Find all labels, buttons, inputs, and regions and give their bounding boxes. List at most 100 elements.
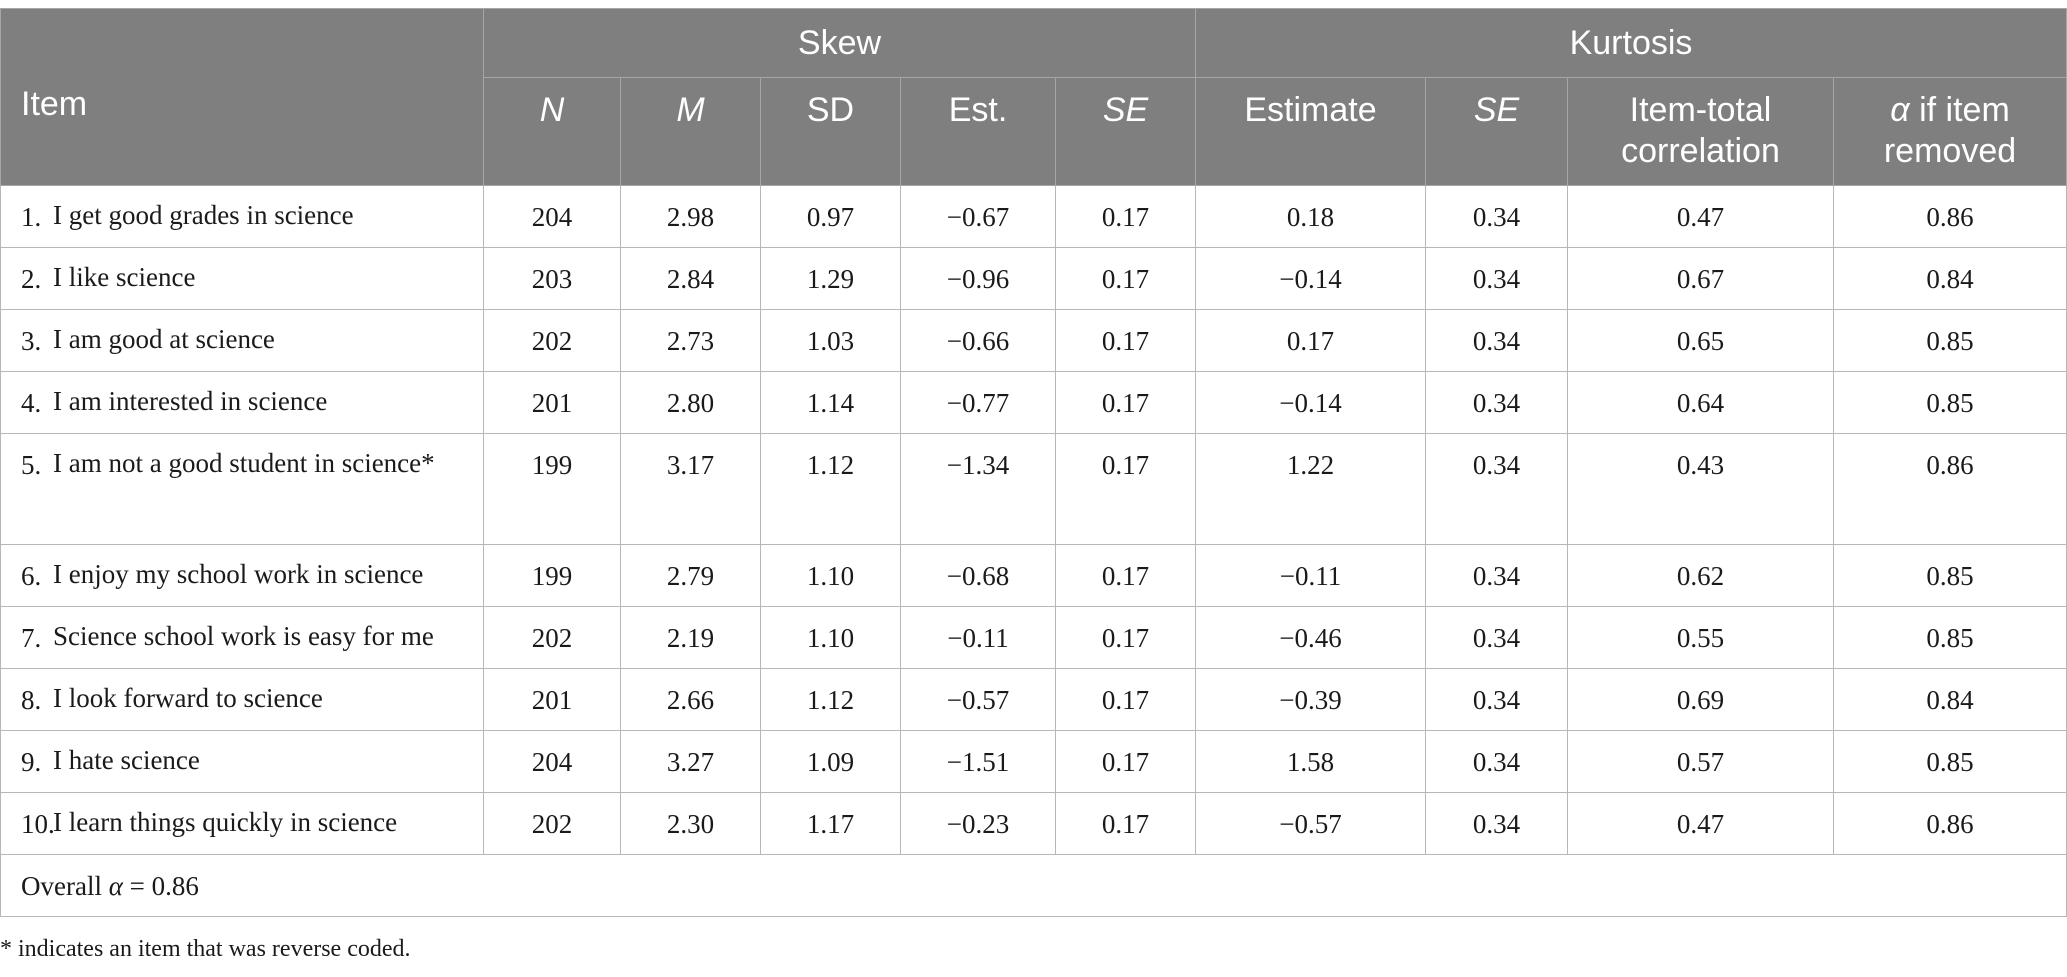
cell-sd: 1.12 (760, 668, 901, 731)
cell-estimate: −0.14 (1195, 371, 1426, 434)
item-text: I like science (53, 262, 196, 292)
cell-estimate: −0.14 (1195, 247, 1426, 310)
cell-se2: 0.34 (1425, 371, 1568, 434)
cell-sd: 1.09 (760, 730, 901, 793)
header-kurtosis: Kurtosis (1194, 8, 2067, 78)
cell-n: 201 (483, 371, 621, 434)
cell-itc: 0.65 (1567, 309, 1834, 372)
cell-alpha: 0.85 (1832, 606, 2067, 669)
table-container: Item Skew Kurtosis N M SD Est. SE Estima… (0, 8, 2067, 917)
header-row-sub: N M SD Est. SE Estimate SE Item-total co… (1, 77, 2067, 186)
cell-n: 201 (483, 668, 621, 731)
item-text: I am interested in science (53, 386, 328, 416)
table-row: 6. I enjoy my school work in science 199 2.… (0, 544, 2067, 607)
cell-est: −0.57 (900, 668, 1056, 731)
header-se-kurtosis: SE (1425, 77, 1568, 186)
header-item-total-correlation: Item-total correlation (1567, 77, 1834, 186)
header-n: N (483, 77, 621, 186)
cell-se1: 0.17 (1055, 433, 1196, 545)
cell-itc: 0.43 (1567, 433, 1834, 545)
overall-row: Overall α = 0.86 (0, 854, 2067, 917)
cell-m: 2.98 (620, 185, 761, 248)
item-number: 3. (21, 326, 42, 356)
cell-itc: 0.62 (1567, 544, 1834, 607)
item-label-cell: 10.I learn things quickly in science (0, 792, 484, 855)
cell-n: 202 (483, 792, 621, 855)
cell-itc: 0.47 (1567, 185, 1834, 248)
table-row: 1. I get good grades in science 204 2.98 0.9… (0, 185, 2067, 248)
cell-estimate: 0.18 (1195, 185, 1426, 248)
header-estimate: Estimate (1195, 77, 1426, 186)
item-text: I am good at science (53, 324, 275, 354)
item-number: 7. (21, 623, 42, 653)
overall-value: = 0.86 (122, 871, 199, 901)
overall-alpha-symbol: α (108, 871, 123, 901)
item-label-cell: 8. I look forward to science (0, 668, 484, 731)
item-text: I enjoy my school work in science (53, 559, 424, 589)
table-row: 8. I look forward to science 201 2.66 1.12 −0… (0, 668, 2067, 731)
cell-itc: 0.67 (1567, 247, 1834, 310)
header-itc-line2: correlation (1621, 132, 1780, 170)
header-alpha-line2: removed (1883, 132, 2017, 170)
cell-sd: 0.97 (760, 185, 901, 248)
cell-m: 2.80 (620, 371, 761, 434)
item-text: I look forward to science (53, 683, 323, 713)
cell-estimate: −0.39 (1195, 668, 1426, 731)
cell-se2: 0.34 (1425, 544, 1568, 607)
cell-se2: 0.34 (1425, 247, 1568, 310)
cell-m: 2.73 (620, 309, 761, 372)
cell-alpha: 0.84 (1832, 668, 2067, 731)
cell-est: −0.66 (900, 309, 1056, 372)
header-item: Item (0, 8, 484, 186)
item-number: 4. (21, 388, 42, 418)
cell-n: 203 (483, 247, 621, 310)
table-row: 9. I hate science 204 3.27 1.09 −1.51 0.17 1.58… (0, 730, 2067, 793)
cell-est: −0.96 (900, 247, 1056, 310)
cell-alpha: 0.84 (1832, 247, 2067, 310)
cell-itc: 0.55 (1567, 606, 1834, 669)
cell-alpha: 0.85 (1832, 544, 2067, 607)
item-text: I learn things quickly in science (53, 807, 398, 837)
cell-est: −0.11 (900, 606, 1056, 669)
cell-est: −1.51 (900, 730, 1056, 793)
cell-se1: 0.17 (1055, 371, 1196, 434)
cell-m: 2.30 (620, 792, 761, 855)
cell-sd: 1.14 (760, 371, 901, 434)
item-text: Science school work is easy for me (53, 621, 434, 651)
cell-sd: 1.10 (760, 544, 901, 607)
cell-sd: 1.03 (760, 309, 901, 372)
cell-itc: 0.47 (1567, 792, 1834, 855)
item-text: I am not a good student in science* (53, 448, 435, 478)
cell-m: 2.66 (620, 668, 761, 731)
cell-estimate: 1.22 (1195, 433, 1426, 545)
table-row: 2. I like science 203 2.84 1.29 −0.96 0.17 −0.1… (0, 247, 2067, 310)
table-body: 1. I get good grades in science 204 2.98 0.9… (0, 185, 2067, 855)
item-text: I hate science (53, 745, 200, 775)
table-row: 5. I am not a good student in science* 199… (0, 433, 2067, 545)
cell-se2: 0.34 (1425, 730, 1568, 793)
item-label-cell: 5. I am not a good student in science* (0, 433, 484, 545)
cell-se2: 0.34 (1425, 433, 1568, 545)
item-text: I get good grades in science (53, 200, 354, 230)
header-se-skew: SE (1055, 77, 1196, 186)
overall-prefix: Overall (21, 871, 109, 901)
item-label-cell: 3. I am good at science (0, 309, 484, 372)
cell-sd: 1.10 (760, 606, 901, 669)
table-row: 10.I learn things quickly in science 202 2… (0, 792, 2067, 855)
cell-est: −0.77 (900, 371, 1056, 434)
header-m: M (620, 77, 761, 186)
cell-itc: 0.57 (1567, 730, 1834, 793)
cell-se2: 0.34 (1425, 792, 1568, 855)
cell-se2: 0.34 (1425, 309, 1568, 372)
item-number: 5. (21, 450, 42, 480)
cell-n: 199 (483, 544, 621, 607)
cell-m: 2.79 (620, 544, 761, 607)
item-label-cell: 1. I get good grades in science (0, 185, 484, 248)
cell-se2: 0.34 (1425, 185, 1568, 248)
header-alpha-if-removed: α if item removed (1832, 77, 2067, 186)
cell-alpha: 0.86 (1832, 792, 2067, 855)
cell-n: 202 (483, 606, 621, 669)
cell-se1: 0.17 (1055, 185, 1196, 248)
cell-sd: 1.12 (760, 433, 901, 545)
cell-m: 2.19 (620, 606, 761, 669)
